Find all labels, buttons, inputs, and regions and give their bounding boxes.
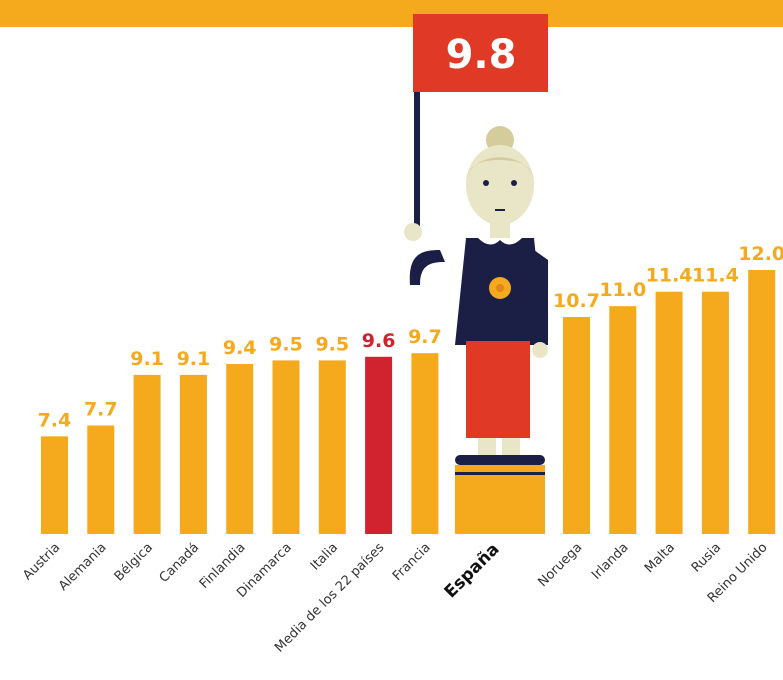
bar <box>133 374 161 534</box>
value-label: 9.5 <box>269 333 303 355</box>
bar <box>226 364 254 534</box>
x-tick-label: Canadá <box>157 540 203 586</box>
bar <box>365 356 393 534</box>
x-tick-label: Rusia <box>689 540 724 575</box>
bar <box>272 360 300 534</box>
x-tick-label: Bélgica <box>112 540 156 584</box>
value-label: 9.6 <box>362 330 396 352</box>
value-label: 9.1 <box>177 348 211 370</box>
value-label: 9.5 <box>315 333 349 355</box>
bar <box>563 317 590 534</box>
x-tick-label: Italia <box>308 540 341 573</box>
value-label: 7.7 <box>84 399 118 421</box>
x-tick-label: Austria <box>20 540 63 583</box>
bar <box>609 306 637 534</box>
x-tick-label: Irlanda <box>589 540 632 583</box>
x-tick-label: España <box>441 539 504 602</box>
value-label: 9.4 <box>223 337 257 359</box>
bar <box>179 374 207 534</box>
bar <box>41 436 68 534</box>
x-tick-label: Alemania <box>56 540 110 594</box>
x-tick-label: Malta <box>642 540 678 576</box>
value-label: 9.1 <box>130 348 164 370</box>
bar <box>411 353 439 534</box>
value-label: 10.7 <box>553 290 600 312</box>
flag-value: 9.8 <box>446 32 517 78</box>
x-tick-label: Noruega <box>535 540 585 590</box>
bar <box>748 270 776 534</box>
figure <box>404 88 548 534</box>
value-label: 7.4 <box>38 409 72 431</box>
value-label: 12.0 <box>738 243 783 265</box>
value-label: 11.0 <box>599 279 646 301</box>
bar <box>87 425 115 534</box>
value-label: 11.4 <box>646 265 693 287</box>
value-label: 11.4 <box>692 265 739 287</box>
bar <box>655 291 683 534</box>
value-label: 9.7 <box>408 326 442 348</box>
bar <box>701 291 729 534</box>
bar <box>318 360 346 534</box>
top-banner <box>0 0 783 27</box>
x-tick-label: Francia <box>390 540 434 584</box>
flag <box>413 14 548 92</box>
